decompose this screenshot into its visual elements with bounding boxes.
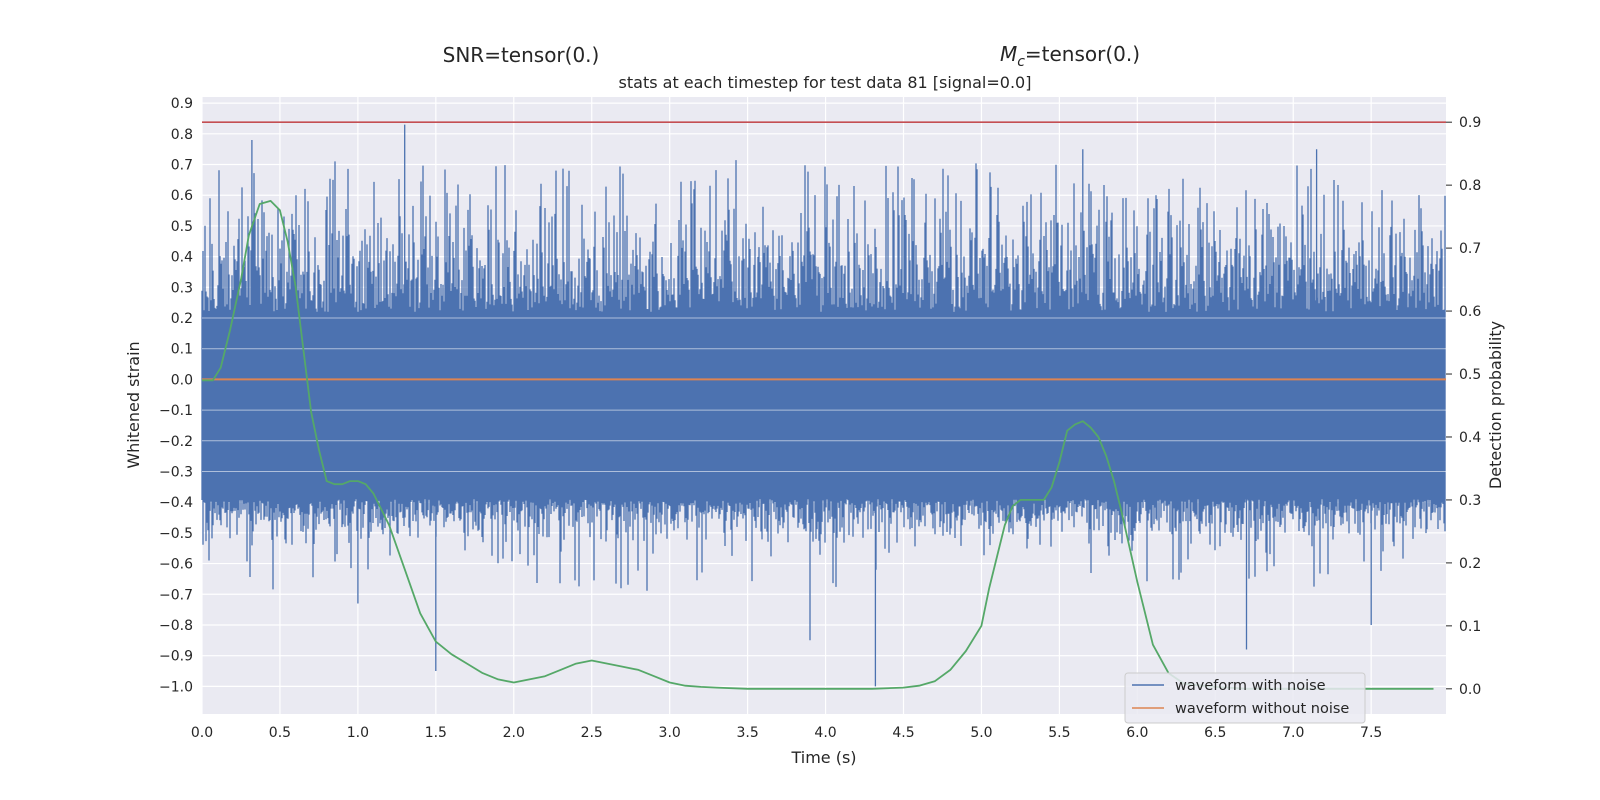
y2-tick-label: 0.2 [1459, 556, 1481, 572]
y2-tick-label: 0.4 [1459, 430, 1481, 446]
legend-label-clean: waveform without noise [1175, 701, 1349, 717]
snr-label: SNR=tensor(0.) [443, 43, 600, 67]
x-tick-label: 3.0 [659, 725, 681, 741]
y2-tick-label: 0.0 [1459, 682, 1481, 698]
series-detection-probability [202, 199, 1434, 690]
x-tick-label: 4.0 [814, 725, 836, 741]
y-tick-label: −0.4 [159, 495, 193, 511]
x-tick-label: 0.5 [269, 725, 291, 741]
y-tick-label: 0.6 [171, 188, 193, 204]
x-axis-ticks: 0.0 0.5 1.0 1.5 2.0 2.5 3.0 3.5 4.0 4.5 5.0 5.5 6.0 6… [191, 725, 1382, 741]
y-tick-label: −0.6 [159, 557, 193, 573]
x-tick-label: 1.0 [347, 725, 369, 741]
y2-tick-label: 0.7 [1459, 241, 1481, 257]
x-tick-label: 5.0 [970, 725, 992, 741]
y2-tick-label: 0.6 [1459, 304, 1481, 320]
x-tick-label: 7.5 [1360, 725, 1382, 741]
x-tick-label: 2.0 [503, 725, 525, 741]
y-tick-label: 0.1 [171, 342, 193, 358]
x-tick-label: 1.5 [425, 725, 447, 741]
y-tick-label: 0.5 [171, 219, 193, 235]
y2-tick-label: 0.5 [1459, 367, 1481, 383]
y-tick-label: 0.4 [171, 250, 193, 266]
y-tick-label: −1.0 [159, 679, 193, 695]
legend-label-noise: waveform with noise [1175, 678, 1326, 694]
x-axis-label: Time (s) [790, 748, 856, 767]
y-tick-label: 0.0 [171, 372, 193, 388]
y-axis-label: Whitened strain [124, 341, 143, 468]
x-tick-label: 6.0 [1126, 725, 1148, 741]
x-tick-label: 3.5 [736, 725, 758, 741]
x-tick-label: 2.5 [581, 725, 603, 741]
mc-label: Mc=tensor(0.) [1000, 42, 1140, 70]
x-tick-label: 4.5 [892, 725, 914, 741]
y2-axis-ticks: 0.9 0.8 0.7 0.6 0.5 0.4 0.3 0.2 0.1 0.0 [1446, 115, 1481, 698]
y-tick-label: −0.2 [159, 434, 193, 450]
y2-tick-label: 0.9 [1459, 115, 1481, 131]
y-tick-label: 0.3 [171, 280, 193, 296]
y-tick-label: −0.1 [159, 403, 193, 419]
x-tick-label: 0.0 [191, 725, 213, 741]
y-tick-label: −0.9 [159, 649, 193, 665]
legend: waveform with noise waveform without noi… [1124, 672, 1366, 724]
y-tick-label: −0.8 [159, 618, 193, 634]
y-tick-label: −0.3 [159, 464, 193, 480]
y-tick-label: 0.2 [171, 311, 193, 327]
y2-tick-label: 0.1 [1459, 619, 1481, 635]
y-tick-label: 0.7 [171, 158, 193, 174]
y-tick-label: −0.5 [159, 526, 193, 542]
x-tick-label: 7.0 [1282, 725, 1304, 741]
mc-value: =tensor(0.) [1025, 42, 1140, 66]
y-tick-label: −0.7 [159, 587, 193, 603]
y-tick-label: 0.8 [171, 127, 193, 143]
y-tick-label: 0.9 [171, 96, 193, 112]
mc-subscript: c [1017, 54, 1025, 70]
y2-axis-label: Detection probability [1486, 321, 1505, 489]
legend-box [1124, 672, 1366, 724]
y-axis-ticks: 0.9 0.8 0.7 0.6 0.5 0.4 0.3 0.2 0.1 0.0 −0.1 −0.2 −0… [159, 96, 193, 695]
x-tick-label: 6.5 [1204, 725, 1226, 741]
series-waveform-with-noise [201, 124, 1446, 687]
chart-subtitle: stats at each timestep for test data 81 … [619, 73, 1032, 92]
mc-symbol: M [1000, 42, 1017, 66]
y2-tick-label: 0.8 [1459, 178, 1481, 194]
noise-trace-path [201, 124, 1446, 687]
x-tick-label: 5.5 [1048, 725, 1070, 741]
y2-tick-label: 0.3 [1459, 493, 1481, 509]
